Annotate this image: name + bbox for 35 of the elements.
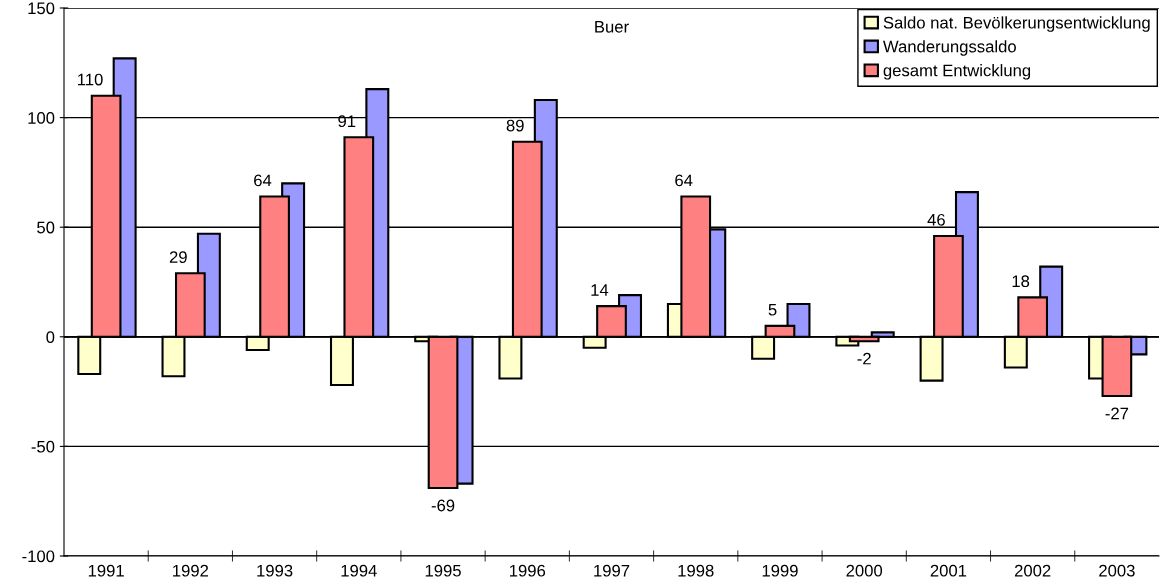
y-tick-label: -50 [31, 440, 55, 453]
data-label: -27 [1105, 407, 1129, 420]
x-tick-label: 1994 [341, 564, 377, 577]
x-tick-label: 1998 [678, 564, 714, 577]
x-tick-label: 1993 [257, 564, 293, 577]
legend-label: Wanderungssaldo [883, 40, 1016, 56]
data-label: 64 [675, 174, 693, 187]
x-tick-label: 1992 [173, 564, 209, 577]
y-tick-label: 0 [46, 331, 55, 343]
data-label: 46 [927, 213, 945, 226]
x-tick-label: 2002 [1014, 564, 1051, 577]
legend-label: gesamt Entwicklung [883, 64, 1031, 80]
data-label: 5 [768, 303, 777, 316]
x-tick-label: 1997 [594, 564, 630, 577]
x-tick-label: 2001 [930, 564, 967, 577]
legend-label: Saldo nat. Bevölkerungsentwicklung [883, 16, 1150, 32]
x-tick-label: 1995 [425, 564, 461, 577]
data-label: 64 [254, 174, 272, 187]
x-tick-label: 1996 [510, 564, 546, 577]
y-tick-label: 50 [37, 221, 55, 234]
x-tick-label: 2000 [846, 564, 883, 577]
data-label: 14 [591, 284, 609, 296]
y-tick-label: 150 [28, 2, 55, 15]
y-tick-label: 100 [28, 112, 55, 124]
x-tick-label: 1991 [88, 564, 124, 577]
data-label: 18 [1012, 275, 1030, 288]
x-tick-label: 1999 [762, 564, 798, 577]
data-label: 89 [506, 119, 524, 132]
data-label: 29 [169, 251, 187, 263]
text: Buer [595, 21, 629, 33]
data-label: -2 [857, 352, 871, 365]
data-label: -69 [431, 499, 455, 512]
x-tick-label: 2003 [1099, 564, 1135, 577]
y-tick-label: -100 [22, 550, 55, 563]
data-label: 110 [78, 73, 103, 86]
